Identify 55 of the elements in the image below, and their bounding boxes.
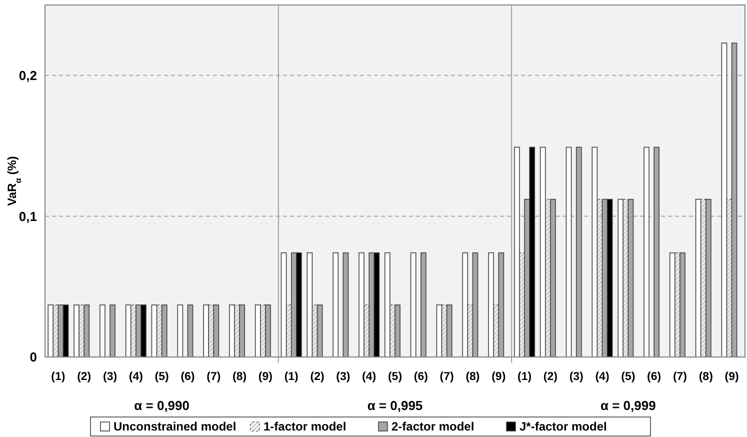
y-tick-label: 0 xyxy=(30,350,37,365)
bar xyxy=(384,252,390,358)
x-tick-label: (1) xyxy=(51,371,66,383)
bar xyxy=(576,146,582,358)
x-tick-label: (4) xyxy=(595,371,610,383)
x-tick-label: (5) xyxy=(388,371,402,383)
x-tick-label: (7) xyxy=(672,371,688,383)
bar xyxy=(721,42,728,358)
x-tick-label: (1) xyxy=(518,371,532,383)
bar xyxy=(644,146,650,358)
x-tick-label: (7) xyxy=(440,371,454,383)
bar xyxy=(420,252,426,358)
x-tick-label: (9) xyxy=(258,371,273,383)
bar xyxy=(488,252,494,358)
x-tick-label: (3) xyxy=(102,371,118,383)
x-tick-label: (9) xyxy=(724,371,739,383)
x-tick-label: (4) xyxy=(362,371,376,383)
bar xyxy=(358,252,364,358)
x-tick-label: (2) xyxy=(310,371,324,383)
x-tick-label: (5) xyxy=(621,371,636,383)
text: α = 0,995 xyxy=(367,398,423,413)
x-tick-label: (5) xyxy=(154,371,170,383)
bar xyxy=(100,304,106,358)
bar xyxy=(177,304,184,358)
x-tick-label: (6) xyxy=(414,371,428,383)
text: α = 0,990 xyxy=(134,398,190,413)
bar xyxy=(514,146,520,358)
bar xyxy=(410,252,416,358)
legend-label: 1-factor model xyxy=(264,420,346,434)
x-tick-label: (3) xyxy=(336,371,350,383)
legend-label: Unconstrained model xyxy=(114,420,236,434)
x-tick-label: (2) xyxy=(543,371,558,383)
x-tick-label: (3) xyxy=(569,371,584,383)
bar xyxy=(110,304,116,358)
y-tick-label: 0,1 xyxy=(18,208,37,224)
x-tick-label: (6) xyxy=(647,371,662,383)
bar xyxy=(342,252,349,358)
x-tick-label: (9) xyxy=(492,371,506,383)
bar xyxy=(462,252,468,358)
bar xyxy=(48,304,54,358)
x-tick-label: (1) xyxy=(284,371,299,383)
x-tick-label: (2) xyxy=(77,371,92,383)
y-tick-label: 0,2 xyxy=(18,68,37,83)
x-tick-label: (8) xyxy=(232,371,247,383)
x-tick-label: (4) xyxy=(128,371,144,383)
x-tick-label: (6) xyxy=(180,371,195,383)
x-tick-label: (7) xyxy=(206,371,221,383)
legend-label: J*-factor model xyxy=(520,420,607,434)
x-tick-label: (8) xyxy=(466,371,480,383)
x-tick-label: (8) xyxy=(698,371,714,383)
bar xyxy=(566,146,572,358)
legend-label: 2-factor model xyxy=(392,420,474,434)
text: α = 0,999 xyxy=(600,398,656,413)
bar xyxy=(187,304,194,358)
bar xyxy=(332,252,339,358)
